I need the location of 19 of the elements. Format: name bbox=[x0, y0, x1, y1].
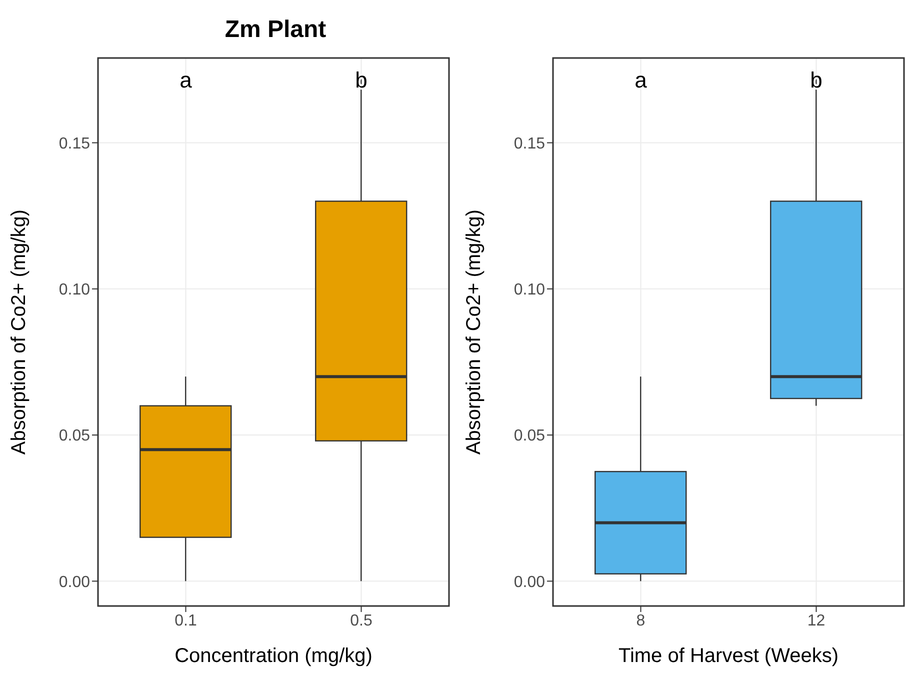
y-tick-label: 0.15 bbox=[58, 135, 90, 152]
y-tick-label: 0.05 bbox=[514, 428, 546, 445]
x-axis-title: Concentration (mg/kg) bbox=[174, 645, 372, 667]
y-tick-label: 0.10 bbox=[58, 282, 90, 299]
x-tick-label: 12 bbox=[807, 612, 826, 630]
x-tick-label: 0.1 bbox=[174, 612, 197, 630]
y-tick-label: 0.05 bbox=[58, 428, 90, 445]
y-tick-label: 0.15 bbox=[514, 135, 546, 152]
annotation: a bbox=[180, 68, 193, 93]
chart-title: Zm Plant bbox=[224, 16, 326, 43]
x-tick-label: 8 bbox=[636, 612, 646, 630]
x-axis-title: Time of Harvest (Weeks) bbox=[618, 645, 839, 667]
x-tick-label: 0.5 bbox=[350, 612, 372, 630]
annotation: a bbox=[634, 68, 648, 93]
y-tick-label: 0.00 bbox=[58, 574, 90, 591]
y-axis-title: Absorption of Co2+ (mg/kg) bbox=[8, 209, 30, 455]
y-tick-label: 0.00 bbox=[514, 574, 546, 591]
y-axis-title: Absorption of Co2+ (mg/kg) bbox=[463, 209, 486, 455]
y-tick-label: 0.10 bbox=[514, 282, 546, 299]
